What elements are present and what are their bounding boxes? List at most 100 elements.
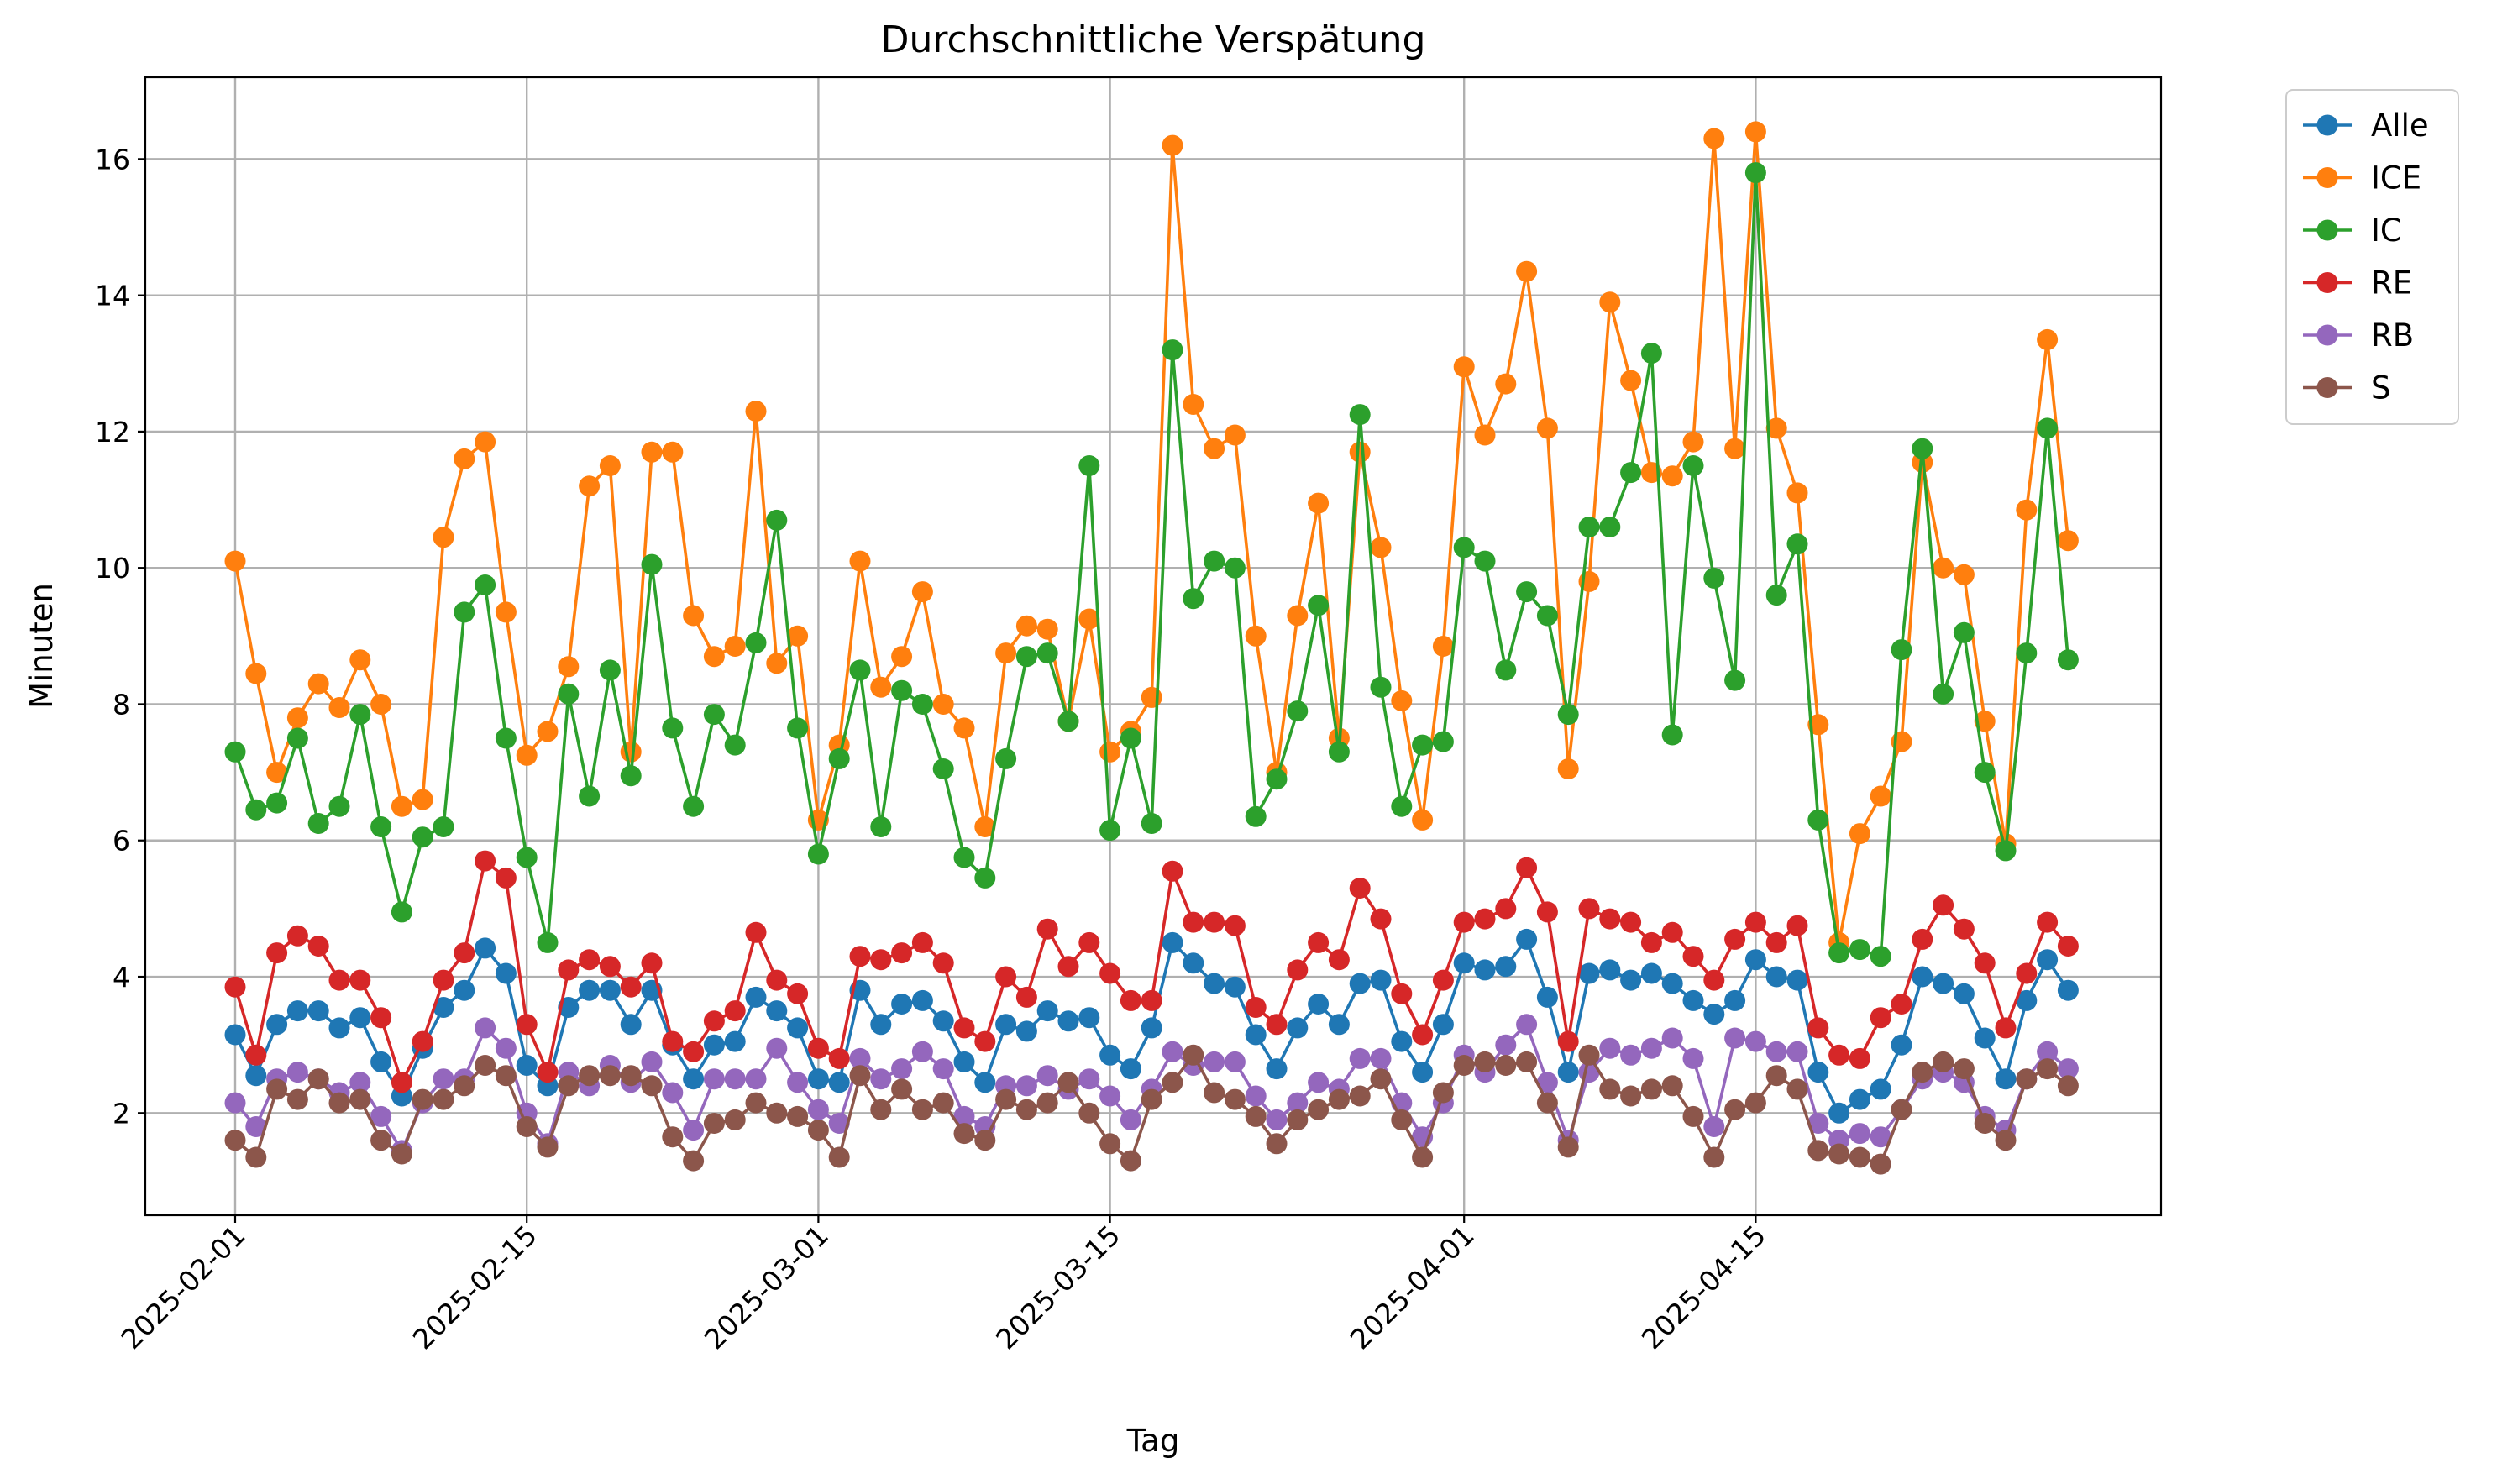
data-point — [1744, 121, 1766, 143]
data-point — [558, 656, 580, 678]
data-point — [1974, 952, 1996, 974]
data-point — [433, 1088, 454, 1110]
data-point — [1099, 1085, 1121, 1107]
data-point — [2057, 649, 2079, 671]
data-point — [911, 989, 933, 1011]
data-point — [1036, 642, 1058, 664]
data-point — [224, 1024, 246, 1046]
data-point — [1183, 1044, 1204, 1066]
data-point — [1015, 986, 1037, 1008]
data-point — [724, 1109, 746, 1130]
data-point — [1640, 343, 1662, 364]
data-point — [1828, 1044, 1850, 1066]
data-point — [224, 550, 246, 572]
data-point — [662, 1030, 684, 1052]
data-point — [1557, 1136, 1579, 1158]
data-point — [2037, 328, 2059, 350]
data-point — [454, 1075, 475, 1097]
data-point — [870, 816, 892, 837]
data-point — [1036, 1000, 1058, 1022]
data-point — [495, 1065, 517, 1087]
data-point — [1599, 517, 1621, 537]
data-point — [1640, 962, 1662, 984]
data-point — [1162, 134, 1183, 156]
data-point — [391, 1072, 412, 1093]
data-point — [1536, 986, 1558, 1008]
data-point — [1828, 942, 1850, 964]
y-tick-label: 6 — [113, 825, 130, 857]
data-point — [2037, 949, 2059, 971]
data-point — [724, 1000, 746, 1022]
legend-marker — [2316, 114, 2338, 136]
data-point — [1245, 1105, 1267, 1127]
data-point — [1849, 939, 1870, 961]
data-point — [1953, 564, 1975, 585]
data-point — [328, 1017, 350, 1039]
data-point — [1786, 969, 1808, 991]
data-point — [475, 431, 496, 453]
data-point — [1849, 1088, 1870, 1110]
data-point — [475, 937, 496, 959]
data-point — [2057, 979, 2079, 1001]
y-tick-label: 12 — [95, 416, 130, 448]
data-point — [1245, 1085, 1267, 1107]
data-point — [995, 747, 1017, 769]
data-point — [1995, 1130, 2017, 1151]
data-point — [1245, 1024, 1267, 1046]
data-point — [1349, 1047, 1371, 1069]
data-point — [1328, 1088, 1350, 1110]
data-point — [620, 976, 642, 998]
data-point — [703, 704, 725, 726]
data-point — [1620, 969, 1642, 991]
data-point — [724, 1030, 746, 1052]
plot-series — [224, 121, 2079, 1175]
data-point — [1765, 966, 1787, 988]
data-point — [224, 741, 246, 763]
data-point — [1412, 734, 1434, 756]
legend-marker — [2316, 219, 2338, 241]
data-point — [224, 976, 246, 998]
data-point — [1474, 424, 1496, 446]
data-point — [828, 1146, 850, 1168]
data-point — [620, 765, 642, 787]
data-point — [1183, 394, 1204, 415]
data-point — [2016, 1068, 2038, 1090]
data-point — [1807, 809, 1829, 831]
data-point — [1578, 962, 1600, 984]
data-point — [266, 942, 288, 964]
data-point — [579, 979, 601, 1001]
data-point — [370, 1105, 392, 1127]
data-point — [1849, 1123, 1870, 1145]
data-point — [266, 792, 288, 814]
data-point — [1391, 983, 1413, 1004]
data-point — [412, 826, 433, 848]
data-point — [1828, 1143, 1850, 1165]
data-point — [745, 986, 767, 1008]
data-point — [1744, 162, 1766, 184]
data-point — [662, 1082, 684, 1104]
data-point — [1120, 1150, 1141, 1172]
data-point — [579, 1065, 601, 1087]
data-point — [328, 969, 350, 991]
data-point — [1287, 959, 1309, 981]
data-point — [849, 659, 871, 681]
data-point — [1765, 1041, 1787, 1062]
data-point — [766, 1000, 788, 1022]
data-point — [1912, 966, 1933, 988]
data-point — [724, 636, 746, 657]
data-point — [391, 901, 412, 923]
data-point — [2037, 1058, 2059, 1080]
data-point — [2057, 1058, 2079, 1080]
data-point — [1786, 482, 1808, 504]
data-point — [745, 1092, 767, 1114]
data-point — [245, 799, 267, 821]
data-point — [1370, 676, 1392, 698]
data-point — [724, 1068, 746, 1090]
data-point — [1599, 291, 1621, 313]
data-point — [1682, 1047, 1704, 1069]
data-point — [787, 625, 809, 647]
data-point — [1870, 946, 1891, 967]
data-point — [1370, 537, 1392, 558]
data-point — [1953, 983, 1975, 1004]
data-point — [828, 747, 850, 769]
